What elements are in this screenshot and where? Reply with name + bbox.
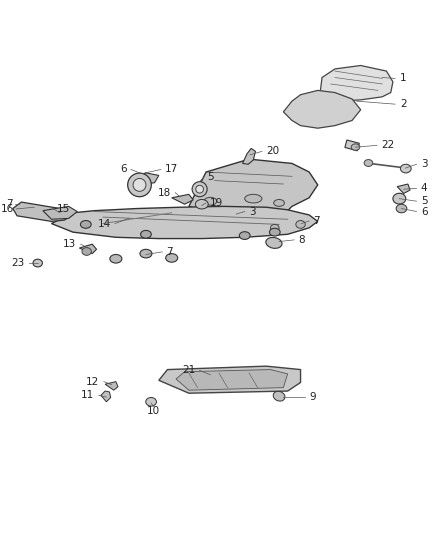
Ellipse shape [271, 224, 279, 231]
Ellipse shape [192, 182, 207, 197]
Text: 12: 12 [86, 377, 99, 386]
Polygon shape [13, 202, 73, 221]
Ellipse shape [128, 173, 151, 197]
Ellipse shape [296, 221, 305, 228]
Polygon shape [105, 382, 118, 390]
Polygon shape [43, 206, 77, 219]
Polygon shape [129, 173, 159, 185]
Ellipse shape [364, 159, 373, 166]
Ellipse shape [141, 230, 151, 238]
Ellipse shape [351, 144, 360, 150]
Polygon shape [176, 369, 288, 390]
Polygon shape [320, 66, 393, 101]
Text: 7: 7 [314, 216, 320, 226]
Text: 16: 16 [1, 204, 14, 214]
Text: 6: 6 [421, 206, 427, 216]
Ellipse shape [81, 221, 91, 228]
Text: 3: 3 [249, 206, 256, 216]
Polygon shape [79, 244, 96, 254]
Ellipse shape [274, 199, 284, 206]
Text: 19: 19 [209, 198, 223, 208]
Ellipse shape [400, 164, 411, 173]
Text: 1: 1 [400, 74, 407, 83]
Text: 4: 4 [421, 183, 427, 193]
Ellipse shape [269, 228, 280, 236]
Text: 5: 5 [207, 172, 214, 182]
Ellipse shape [195, 199, 208, 209]
Text: 3: 3 [421, 159, 427, 169]
Polygon shape [283, 91, 360, 128]
Text: 14: 14 [98, 219, 111, 229]
Ellipse shape [33, 259, 42, 267]
Text: 5: 5 [421, 196, 427, 206]
Text: 20: 20 [266, 147, 279, 156]
Polygon shape [243, 148, 255, 164]
Bar [345, 140, 359, 151]
Text: 11: 11 [81, 390, 95, 400]
Polygon shape [51, 206, 318, 239]
Text: 21: 21 [182, 366, 195, 375]
Text: 7: 7 [6, 199, 13, 209]
Text: 23: 23 [11, 258, 25, 268]
Text: 2: 2 [400, 99, 407, 109]
Ellipse shape [82, 248, 92, 255]
Ellipse shape [245, 195, 262, 203]
Ellipse shape [204, 197, 217, 205]
Ellipse shape [146, 398, 156, 406]
Polygon shape [397, 184, 410, 193]
Ellipse shape [393, 193, 406, 204]
Ellipse shape [239, 232, 250, 239]
Text: 9: 9 [309, 392, 316, 402]
Polygon shape [172, 195, 193, 204]
Text: 13: 13 [63, 239, 76, 249]
Ellipse shape [140, 249, 152, 258]
Ellipse shape [266, 237, 282, 248]
Ellipse shape [166, 254, 178, 262]
Text: 10: 10 [147, 406, 160, 416]
Polygon shape [101, 391, 111, 402]
Text: 8: 8 [298, 235, 305, 245]
Text: 7: 7 [166, 247, 173, 257]
Ellipse shape [110, 254, 122, 263]
Ellipse shape [396, 204, 407, 213]
Polygon shape [189, 159, 318, 219]
Ellipse shape [196, 185, 204, 193]
Ellipse shape [133, 179, 146, 191]
Text: 15: 15 [57, 204, 70, 214]
Ellipse shape [273, 391, 285, 401]
Text: 22: 22 [381, 140, 395, 150]
Text: 6: 6 [120, 165, 127, 174]
Polygon shape [159, 366, 300, 393]
Text: 17: 17 [165, 165, 179, 174]
Text: 18: 18 [158, 188, 171, 198]
